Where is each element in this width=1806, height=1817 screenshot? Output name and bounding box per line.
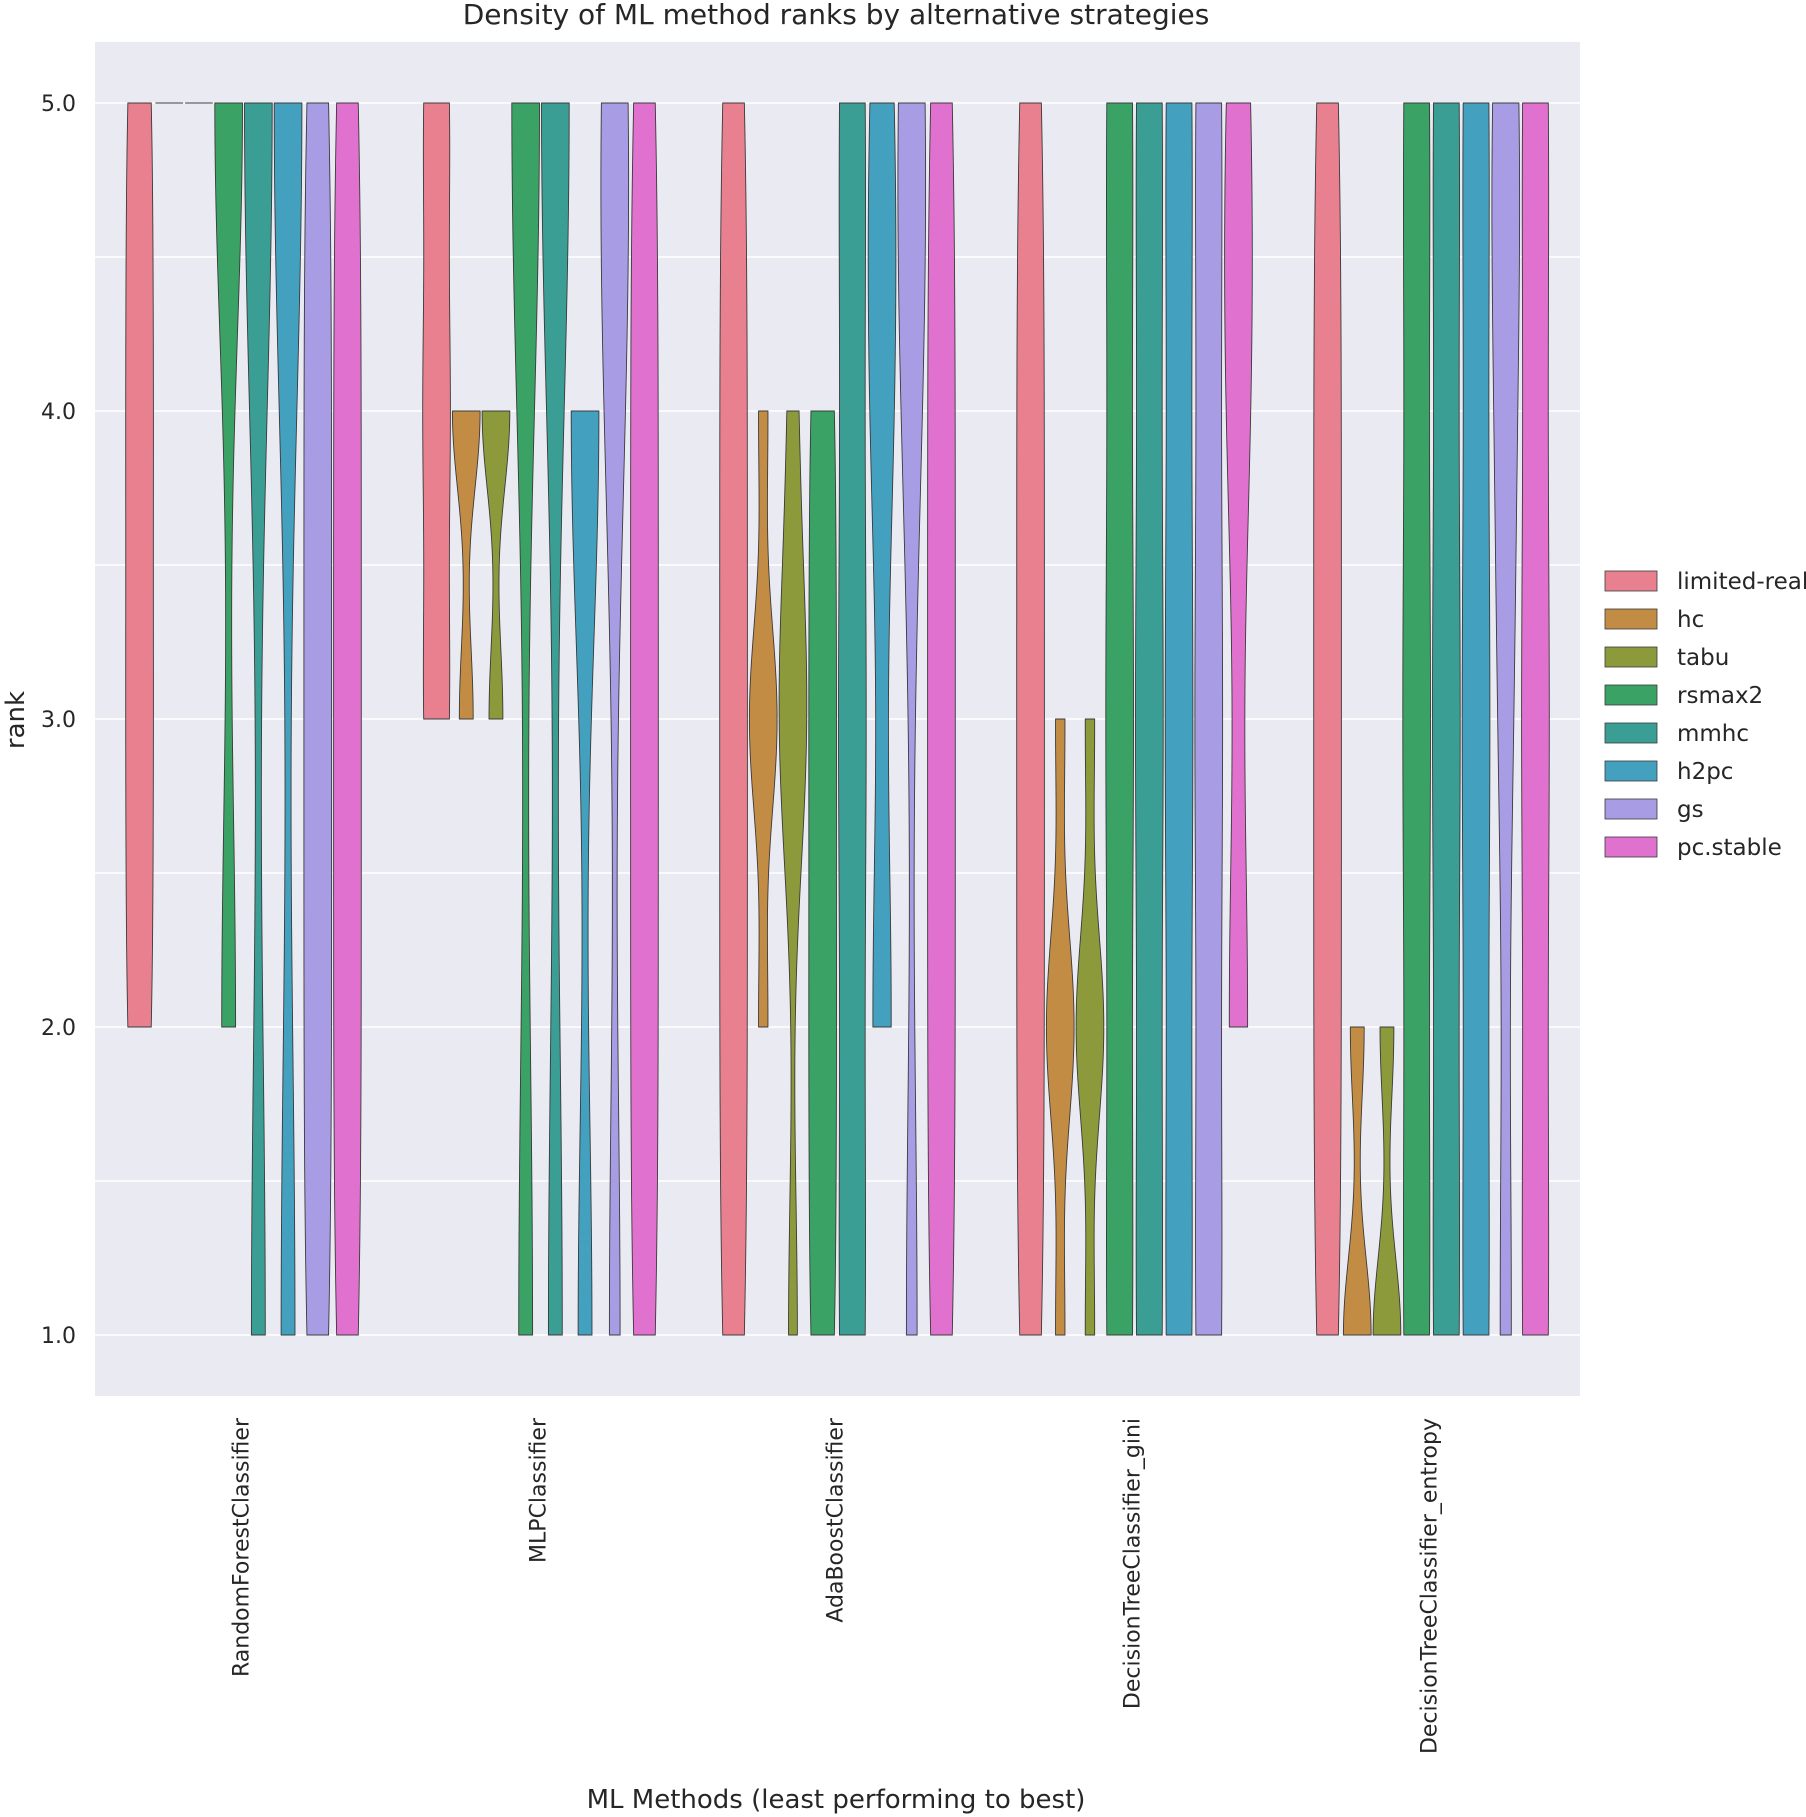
violin-limited-real-AdaBoostClassifier xyxy=(719,102,748,1336)
x-tick-label: RandomForestClassifier xyxy=(230,1417,255,1677)
x-tick-label: MLPClassifier xyxy=(527,1417,552,1563)
legend-label: h2pc xyxy=(1677,759,1733,785)
y-tick-labels: 1.0 2.0 3.0 4.0 5.0 xyxy=(41,92,76,1349)
violin-mmhc-DecisionTreeClassifier_entropy xyxy=(1432,102,1461,1336)
violin-hc-AdaBoostClassifier xyxy=(748,410,778,1028)
violin-gs-RandomForestClassifier xyxy=(303,102,333,1336)
violin-hc-DecisionTreeClassifier_entropy xyxy=(1342,1026,1372,1336)
violin-hc-DecisionTreeClassifier_gini xyxy=(1045,718,1075,1336)
x-axis-label: ML Methods (least performing to best) xyxy=(587,1785,1086,1815)
y-axis-label: rank xyxy=(1,691,31,749)
violin-pc.stable-MLPClassifier xyxy=(630,102,659,1336)
x-tick-label: AdaBoostClassifier xyxy=(824,1417,849,1623)
legend-swatch xyxy=(1604,798,1658,820)
y-tick-label: 3.0 xyxy=(41,708,76,733)
violin-rsmax2-DecisionTreeClassifier_entropy xyxy=(1402,102,1431,1336)
violin-tabu-DecisionTreeClassifier_gini xyxy=(1075,718,1105,1336)
violin-h2pc-MLPClassifier xyxy=(570,410,600,1336)
violin-rsmax2-DecisionTreeClassifier_gini xyxy=(1105,102,1134,1336)
legend: limited-real hc tabu rsmax2 mmhc h2pc gs pc.sta… xyxy=(1604,569,1806,861)
legend-swatch xyxy=(1604,570,1658,592)
chart-title: Density of ML method ranks by alternativ… xyxy=(463,0,1210,31)
legend-label: hc xyxy=(1677,607,1704,633)
violin-gs-AdaBoostClassifier xyxy=(897,102,927,1336)
violin-mmhc-AdaBoostClassifier xyxy=(838,102,867,1336)
violin-limited-real-DecisionTreeClassifier_gini xyxy=(1016,102,1045,1336)
legend-label: gs xyxy=(1677,797,1704,823)
violin-tabu-AdaBoostClassifier xyxy=(778,410,808,1336)
violin-rsmax2-RandomForestClassifier xyxy=(214,102,243,1028)
legend-swatch xyxy=(1604,760,1658,782)
violin-gs-DecisionTreeClassifier_entropy xyxy=(1491,102,1521,1336)
violin-mmhc-RandomForestClassifier xyxy=(244,102,273,1336)
violin-mmhc-MLPClassifier xyxy=(541,102,570,1336)
violin-limited-real-DecisionTreeClassifier_entropy xyxy=(1313,102,1342,1336)
violin-pc.stable-DecisionTreeClassifier_entropy xyxy=(1521,102,1550,1336)
violin-tabu-MLPClassifier xyxy=(481,410,511,720)
y-tick-label: 5.0 xyxy=(41,92,76,117)
violin-pc.stable-DecisionTreeClassifier_gini xyxy=(1224,102,1253,1028)
violin-rsmax2-MLPClassifier xyxy=(511,102,540,1336)
legend-label: pc.stable xyxy=(1677,835,1782,861)
legend-swatch xyxy=(1604,722,1658,744)
violin-rsmax2-AdaBoostClassifier xyxy=(808,410,837,1336)
violin-hc-MLPClassifier xyxy=(451,410,481,720)
x-tick-label: DecisionTreeClassifier_gini xyxy=(1121,1418,1146,1709)
legend-label: rsmax2 xyxy=(1677,683,1763,709)
violin-h2pc-RandomForestClassifier xyxy=(273,102,303,1336)
violin-pc.stable-RandomForestClassifier xyxy=(333,102,362,1336)
y-tick-label: 2.0 xyxy=(41,1016,76,1041)
legend-swatch xyxy=(1604,608,1658,630)
y-tick-label: 4.0 xyxy=(41,400,76,425)
legend-swatch xyxy=(1604,646,1658,668)
legend-label: limited-real xyxy=(1677,569,1806,595)
violin-tabu-DecisionTreeClassifier_entropy xyxy=(1372,1026,1402,1336)
violin-h2pc-DecisionTreeClassifier_entropy xyxy=(1461,102,1491,1336)
x-tick-labels: RandomForestClassifier MLPClassifier AdaBo… xyxy=(230,1417,1443,1754)
x-tick-label: DecisionTreeClassifier_entropy xyxy=(1418,1418,1443,1754)
violin-h2pc-AdaBoostClassifier xyxy=(867,102,897,1028)
violin-h2pc-DecisionTreeClassifier_gini xyxy=(1164,102,1194,1336)
violin-mmhc-DecisionTreeClassifier_gini xyxy=(1135,102,1164,1336)
violins xyxy=(125,102,1550,1336)
violin-pc.stable-AdaBoostClassifier xyxy=(927,102,956,1336)
legend-label: mmhc xyxy=(1677,721,1749,747)
violin-limited-real-RandomForestClassifier xyxy=(125,102,154,1028)
legend-swatch xyxy=(1604,836,1658,858)
violin-gs-DecisionTreeClassifier_gini xyxy=(1194,102,1224,1336)
legend-swatch xyxy=(1604,684,1658,706)
violin-gs-MLPClassifier xyxy=(600,102,630,1336)
legend-label: tabu xyxy=(1677,645,1729,671)
y-tick-label: 1.0 xyxy=(41,1324,76,1349)
violin-limited-real-MLPClassifier xyxy=(422,102,451,720)
